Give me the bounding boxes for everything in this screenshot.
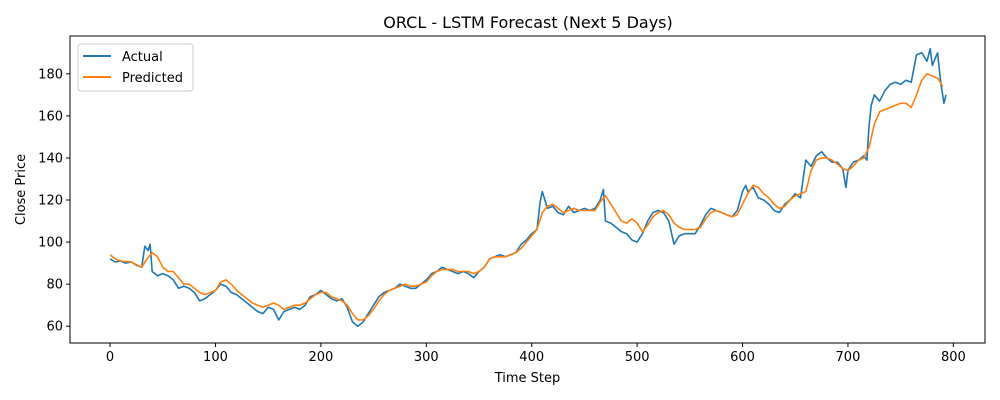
x-tick-label: 600 bbox=[730, 350, 755, 365]
x-tick-label: 100 bbox=[203, 350, 228, 365]
x-tick-label: 0 bbox=[106, 350, 114, 365]
series-line-predicted bbox=[109, 73, 944, 321]
legend: Actual Predicted bbox=[77, 43, 194, 92]
x-tick-label: 200 bbox=[308, 350, 333, 365]
legend-label-predicted: Predicted bbox=[122, 71, 183, 86]
series-line-actual bbox=[109, 47, 947, 327]
y-tick-label: 180 bbox=[38, 67, 63, 82]
y-tick-label: 160 bbox=[38, 109, 63, 124]
y-tick-label: 80 bbox=[46, 278, 63, 293]
x-axis-ticks: 0 100 200 300 400 500 600 700 800 bbox=[106, 343, 966, 365]
legend-label-actual: Actual bbox=[122, 50, 163, 65]
x-axis-label: Time Step bbox=[494, 371, 561, 386]
x-tick-label: 700 bbox=[836, 350, 861, 365]
series-layer bbox=[109, 47, 947, 327]
chart-title: ORCL - LSTM Forecast (Next 5 Days) bbox=[383, 13, 673, 32]
x-tick-label: 800 bbox=[941, 350, 966, 365]
x-tick-label: 500 bbox=[625, 350, 650, 365]
x-tick-label: 400 bbox=[519, 350, 544, 365]
y-axis-label: Close Price bbox=[14, 154, 29, 225]
x-tick-label: 300 bbox=[414, 350, 439, 365]
y-tick-label: 60 bbox=[46, 320, 63, 335]
axes-frame bbox=[69, 35, 986, 344]
y-tick-label: 100 bbox=[38, 236, 63, 251]
y-tick-label: 140 bbox=[38, 151, 63, 166]
y-axis-ticks: 60 80 100 120 140 160 180 bbox=[38, 67, 70, 335]
plot-area: 0 100 200 300 400 500 600 700 800 60 80 100 120 140 1… bbox=[38, 35, 986, 365]
y-tick-label: 120 bbox=[38, 194, 63, 209]
